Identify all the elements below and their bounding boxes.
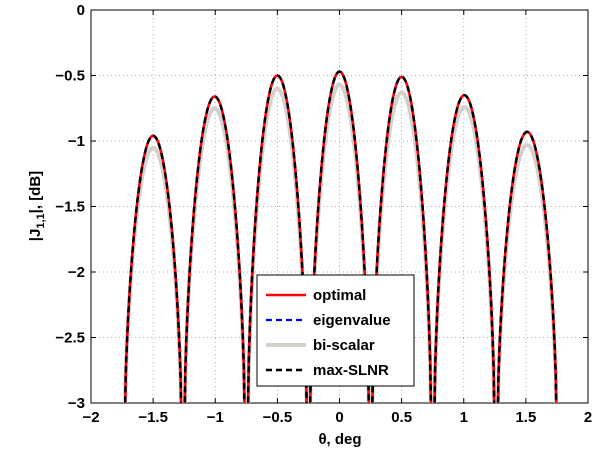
series-eigenvalue-lobe-0 bbox=[124, 134, 183, 403]
legend-label-max-SLNR: max-SLNR bbox=[313, 362, 389, 379]
legend: optimal eigenvalue bi-scalar max-SLNR bbox=[256, 274, 415, 387]
y-tick-label: −2.5 bbox=[55, 330, 85, 347]
series-optimal-lobe-0 bbox=[123, 134, 183, 403]
legend-items: optimal eigenvalue bi-scalar max-SLNR bbox=[266, 287, 391, 379]
series-eigenvalue-lobe-4 bbox=[371, 75, 432, 403]
y-axis-label: |J1,1|, [dB] bbox=[27, 171, 47, 241]
series-max-SLNR-lobe-1 bbox=[183, 95, 246, 403]
series-eigenvalue-lobe-1 bbox=[183, 95, 246, 403]
series-max-SLNR-lobe-2 bbox=[246, 74, 308, 403]
x-tick-label: 1 bbox=[460, 409, 468, 426]
series-bi-scalar-lobe-5 bbox=[432, 104, 497, 403]
series-bi-scalar-lobe-1 bbox=[182, 106, 247, 403]
series-eigenvalue-lobe-5 bbox=[433, 94, 496, 403]
series-optimal-lobe-6 bbox=[496, 130, 558, 403]
x-axis-label: θ, deg bbox=[318, 431, 361, 448]
x-tick-label: 2 bbox=[584, 409, 592, 426]
x-tick-label: 1.5 bbox=[515, 409, 536, 426]
y-tick-label: −1.5 bbox=[55, 199, 85, 216]
series-max-SLNR-lobe-6 bbox=[496, 130, 558, 403]
x-tick-label: −1 bbox=[207, 409, 224, 426]
series-optimal-lobe-5 bbox=[433, 93, 496, 403]
legend-label-bi-scalar: bi-scalar bbox=[313, 337, 375, 354]
x-tick-label: −0.5 bbox=[263, 409, 293, 426]
series-eigenvalue-lobe-6 bbox=[496, 130, 558, 403]
y-tick-label: −2 bbox=[68, 264, 85, 281]
x-tick-labels: −2 −1.5 −1 −0.5 0 0.5 1 1.5 2 bbox=[82, 409, 592, 426]
series-bi-scalar-lobe-2 bbox=[246, 86, 309, 403]
series-max-SLNR-lobe-0 bbox=[124, 134, 183, 403]
series-bi-scalar-lobe-4 bbox=[370, 90, 433, 403]
x-tick-label: −2 bbox=[82, 409, 99, 426]
y-tick-label: −3 bbox=[68, 395, 85, 412]
axis-ticks bbox=[90, 9, 589, 404]
y-tick-label: −0.5 bbox=[55, 68, 85, 85]
legend-label-optimal: optimal bbox=[313, 287, 366, 304]
y-tick-label: 0 bbox=[77, 2, 85, 19]
y-tick-labels: 0 −0.5 −1 −1.5 −2 −2.5 −3 bbox=[55, 2, 85, 412]
series-optimal-lobe-4 bbox=[371, 75, 433, 403]
y-tick-label: −1 bbox=[68, 133, 85, 150]
legend-box bbox=[256, 274, 415, 387]
series-max-SLNR-lobe-5 bbox=[433, 93, 496, 403]
x-tick-label: −1.5 bbox=[138, 409, 168, 426]
series-optimal-lobe-1 bbox=[183, 95, 246, 403]
legend-label-eigenvalue: eigenvalue bbox=[313, 312, 391, 329]
x-tick-label: 0.5 bbox=[391, 409, 412, 426]
series-max-SLNR-lobe-3 bbox=[309, 70, 370, 403]
x-tick-label: 0 bbox=[335, 409, 343, 426]
series-group bbox=[123, 70, 559, 403]
series-bi-scalar-lobe-6 bbox=[496, 142, 559, 403]
series-max-SLNR-lobe-4 bbox=[371, 75, 433, 403]
